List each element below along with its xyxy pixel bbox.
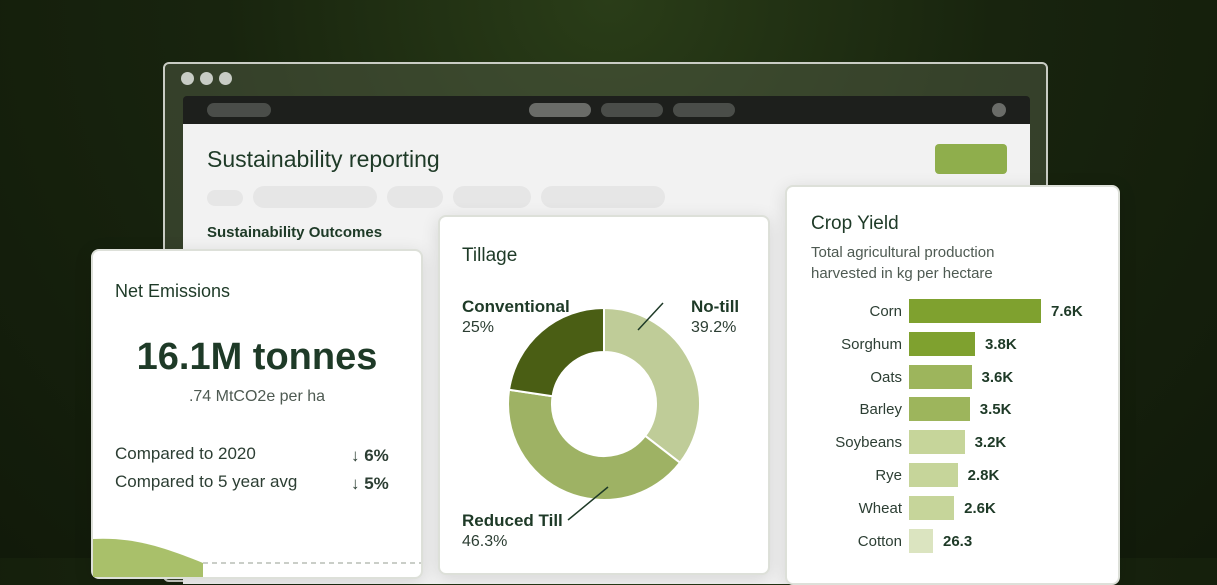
bar-sorghum: [909, 331, 975, 356]
comparison-label: Compared to 2020: [115, 444, 256, 463]
trend-area-graphic: [93, 538, 421, 577]
bar-row: Rye 2.8K: [787, 463, 1122, 489]
bar-row: Soybeans 3.2K: [787, 430, 1122, 456]
bar-value-label: 2.8K: [967, 467, 1000, 484]
bar-rye: [909, 463, 958, 487]
leader-line: [567, 486, 609, 521]
filter-placeholder[interactable]: [387, 186, 443, 208]
crop-yield-card: Crop Yield Total agricultural production…: [785, 185, 1120, 585]
section-title: Sustainability Outcomes: [207, 224, 383, 241]
bar-soybeans: [909, 430, 965, 455]
slice-label-reduced-till: Reduced Till: [462, 511, 563, 530]
bar-row: Barley 3.5K: [787, 397, 1122, 423]
filter-placeholder[interactable]: [253, 186, 377, 208]
filter-placeholder[interactable]: [541, 186, 665, 208]
net-emissions-card: Net Emissions 16.1M tonnes .74 MtCO2e pe…: [91, 249, 423, 579]
bar-row: Sorghum 3.8K: [787, 331, 1122, 358]
slice-pct-conventional: 25%: [462, 319, 495, 336]
net-emissions-unit: .74 MtCO2e per ha: [188, 388, 326, 405]
avatar[interactable]: [992, 103, 1006, 117]
bar-value-label: 2.6K: [964, 499, 996, 517]
nav-tab-3[interactable]: [673, 103, 735, 117]
bar-corn: [909, 299, 1041, 323]
bar-category-label: Sorghum: [841, 335, 902, 353]
bar-wheat: [909, 495, 955, 520]
bar-category-label: Cotton: [857, 532, 902, 550]
slice-pct-no-till: 39.2%: [691, 319, 737, 336]
card-title: Net Emissions: [115, 281, 231, 301]
bar-oats: [909, 364, 972, 389]
bar-category-label: Wheat: [858, 499, 902, 517]
window-controls: [181, 72, 232, 85]
close-dot[interactable]: [181, 72, 194, 85]
comparison-value: ↓ 5%: [351, 474, 389, 493]
bar-row: Corn 7.6K: [787, 299, 1122, 325]
donut-slice-no-till: [603, 306, 701, 465]
slice-pct-reduced-till: 46.3%: [462, 533, 508, 550]
slice-label-conventional: Conventional: [462, 297, 570, 316]
bar-value-label: 3.8K: [985, 335, 1017, 353]
bar-value-label: 3.6K: [981, 368, 1014, 386]
maximize-dot[interactable]: [219, 72, 232, 85]
bar-cotton: [909, 528, 933, 553]
app-logo-placeholder[interactable]: [207, 103, 271, 117]
tillage-card: Tillage Conventional 25% No-till 39.2% R…: [438, 215, 770, 575]
bar-value-label: 3.2K: [974, 434, 1007, 452]
donut-slice-reduced-till: [507, 388, 682, 501]
slice-label-no-till: No-till: [691, 297, 740, 316]
comparison-value: ↓ 6%: [351, 446, 389, 465]
page-title: Sustainability reporting: [207, 146, 440, 172]
tillage-donut-chart: [507, 302, 701, 521]
bar-category-label: Soybeans: [835, 434, 902, 452]
bar-value-label: 26.3: [943, 532, 973, 550]
bar-value-label: 7.6K: [1051, 303, 1083, 320]
donut-slice-conventional: [507, 306, 605, 398]
bar-category-label: Rye: [875, 467, 902, 484]
comparison-label: Compared to 5 year avg: [115, 472, 298, 491]
bar-category-label: Oats: [870, 368, 902, 386]
filter-placeholder[interactable]: [453, 186, 531, 208]
bar-row: Wheat 2.6K: [787, 495, 1122, 522]
bar-value-label: 3.5K: [979, 401, 1012, 419]
minimize-dot[interactable]: [200, 72, 213, 85]
bar-row: Cotton 26.3: [787, 528, 1122, 555]
bar-row: Oats 3.6K: [787, 364, 1122, 391]
bar-barley: [909, 397, 970, 422]
primary-action-button[interactable]: [935, 144, 1007, 174]
leader-line: [637, 302, 664, 331]
nav-tab-2[interactable]: [601, 103, 663, 117]
card-subtitle: Total agricultural production harvested …: [811, 244, 995, 282]
net-emissions-value: 16.1M tonnes: [136, 336, 378, 378]
nav-tab-1[interactable]: [529, 103, 591, 117]
app-top-bar: [183, 96, 1030, 124]
card-title: Tillage: [462, 245, 518, 266]
card-title: Crop Yield: [811, 213, 899, 234]
bar-category-label: Barley: [859, 401, 902, 419]
bar-category-label: Corn: [869, 303, 902, 320]
filter-placeholder[interactable]: [207, 190, 243, 206]
